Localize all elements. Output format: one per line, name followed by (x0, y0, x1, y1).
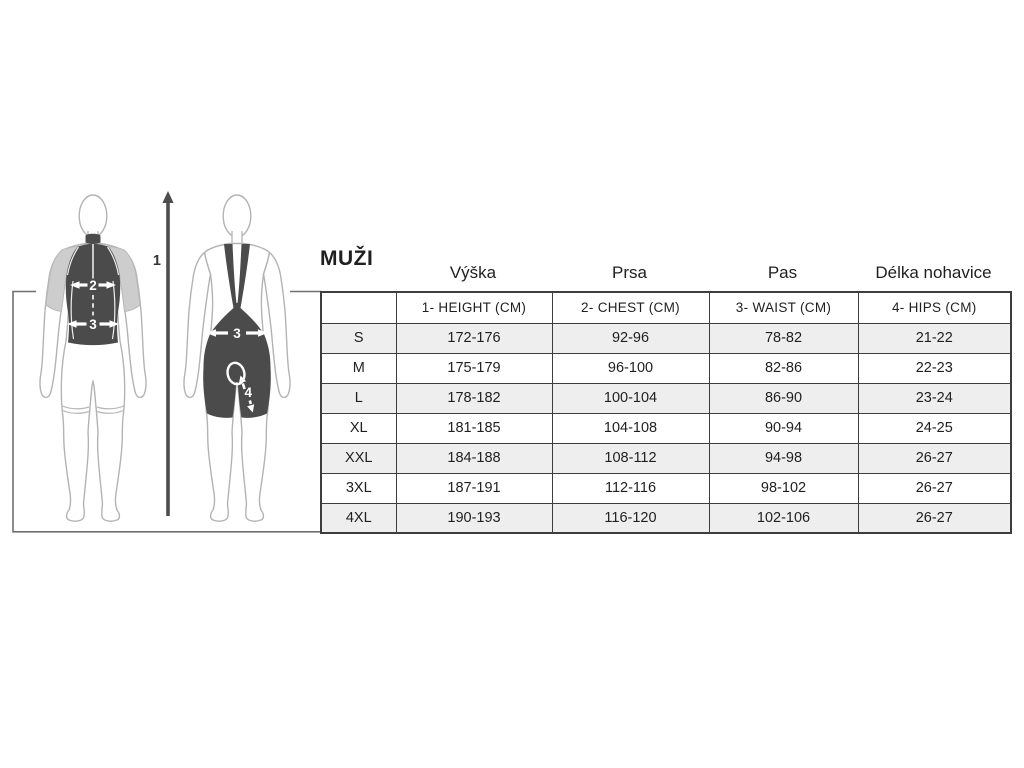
table-cell: 26-27 (857, 502, 1012, 534)
size-column-header-empty (320, 291, 397, 324)
czech-header-waist: Pas (767, 263, 798, 282)
column-header-waist: 3- WAIST (CM) (708, 291, 859, 324)
table-cell: 78-82 (708, 322, 859, 354)
size-cell: XXL (320, 442, 397, 474)
table-cell: 102-106 (708, 502, 859, 534)
chest-measure-label: 2 (89, 278, 97, 293)
table-cell: 92-96 (551, 322, 710, 354)
table-cell: 108-112 (551, 442, 710, 474)
size-cell: M (320, 352, 397, 384)
measurement-figures-illustration: 1 2 (12, 191, 321, 533)
table-cell: 23-24 (857, 382, 1012, 414)
table-row-xxl: XXL 184-188 108-112 94-98 26-27 (320, 442, 1012, 474)
size-cell: 4XL (320, 502, 397, 534)
column-header-hips: 4- HIPS (CM) (857, 291, 1012, 324)
front-figure: 2 3 (39, 194, 147, 522)
table-row-s: S 172-176 92-96 78-82 21-22 (320, 322, 1012, 354)
table-cell: 112-116 (551, 472, 710, 504)
table-cell: 184-188 (395, 442, 553, 474)
size-cell: XL (320, 412, 397, 444)
table-cell: 98-102 (708, 472, 859, 504)
czech-header-height: Výška (449, 263, 497, 282)
table-cell: 181-185 (395, 412, 553, 444)
bib-waist-measure-label: 3 (233, 326, 241, 341)
table-cell: 26-27 (857, 442, 1012, 474)
column-header-height: 1- HEIGHT (CM) (395, 291, 553, 324)
czech-header-pant-length: Délka nohavice (875, 263, 992, 282)
table-cell: 86-90 (708, 382, 859, 414)
bib-waist-arrowhead-right-icon (258, 329, 268, 337)
inseam-arrowhead-top-icon (238, 375, 247, 384)
height-measure-label: 1 (153, 253, 161, 269)
table-cell: 116-120 (551, 502, 710, 534)
inseam-circle-icon (226, 361, 246, 386)
jersey-collar (85, 233, 101, 244)
table-cell: 187-191 (395, 472, 553, 504)
figure-frame-bracket (12, 290, 321, 533)
table-cell: 175-179 (395, 352, 553, 384)
column-header-chest: 2- CHEST (CM) (551, 291, 710, 324)
table-row-l: L 178-182 100-104 86-90 23-24 (320, 382, 1012, 414)
table-cell: 178-182 (395, 382, 553, 414)
czech-header-chest: Prsa (612, 263, 647, 282)
table-cell: 96-100 (551, 352, 710, 384)
table-cell: 21-22 (857, 322, 1012, 354)
jersey-front-panel (65, 243, 121, 346)
table-cell: 22-23 (857, 352, 1012, 384)
size-table: 1- HEIGHT (CM) 2- CHEST (CM) 3- WAIST (C… (320, 291, 1012, 534)
bib-waist-arrowhead-left-icon (206, 329, 216, 337)
front-waist-arrowhead-right-icon (109, 320, 119, 328)
jersey-seam-lines (66, 246, 120, 340)
size-cell: 3XL (320, 472, 397, 504)
front-waist-arrowhead-left-icon (67, 320, 77, 328)
height-arrowhead-icon (162, 191, 174, 203)
bib-shorts-garment (203, 244, 271, 418)
table-cell: 26-27 (857, 472, 1012, 504)
page-title: MUŽI (320, 247, 374, 270)
table-cell: 90-94 (708, 412, 859, 444)
column-header-row: 1- HEIGHT (CM) 2- CHEST (CM) 3- WAIST (C… (320, 291, 1012, 324)
chest-arrowhead-right-icon (106, 281, 116, 289)
inseam-arrowhead-bottom-icon (247, 404, 255, 413)
table-cell: 82-86 (708, 352, 859, 384)
size-cell: L (320, 382, 397, 414)
table-row-4xl: 4XL 190-193 116-120 102-106 26-27 (320, 502, 1012, 534)
front-shorts-hem-lines (62, 405, 124, 414)
front-waist-measure-label: 3 (89, 317, 97, 332)
table-row-3xl: 3XL 187-191 112-116 98-102 26-27 (320, 472, 1012, 504)
inseam-measure-label: 4 (245, 385, 253, 400)
table-row-xl: XL 181-185 104-108 90-94 24-25 (320, 412, 1012, 444)
table-cell: 100-104 (551, 382, 710, 414)
table-cell: 24-25 (857, 412, 1012, 444)
height-arrow: 1 (153, 191, 174, 516)
table-cell: 190-193 (395, 502, 553, 534)
inseam-arrow-line (241, 383, 253, 405)
chest-arrowhead-left-icon (70, 281, 80, 289)
table-cell: 94-98 (708, 442, 859, 474)
size-cell: S (320, 322, 397, 354)
bib-shorts-figure: 3 4 (183, 194, 291, 522)
table-row-m: M 175-179 96-100 82-86 22-23 (320, 352, 1012, 384)
table-cell: 104-108 (551, 412, 710, 444)
table-cell: 172-176 (395, 322, 553, 354)
table-header-labels: MUŽI Výška Prsa Pas Délka nohavice (320, 248, 1010, 282)
